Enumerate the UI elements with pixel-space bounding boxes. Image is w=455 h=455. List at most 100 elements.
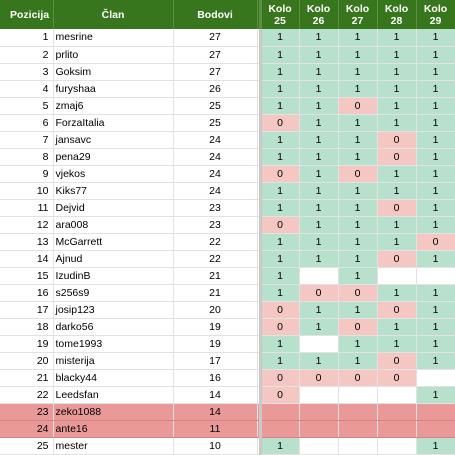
points-cell[interactable]: 21 bbox=[173, 284, 258, 302]
round-result-cell[interactable]: 0 bbox=[338, 165, 378, 183]
round-result-cell[interactable]: 1 bbox=[299, 318, 339, 336]
points-cell[interactable]: 27 bbox=[173, 29, 258, 47]
round-result-cell[interactable]: 0 bbox=[260, 216, 300, 234]
round-result-cell[interactable]: 0 bbox=[338, 284, 378, 302]
position-cell[interactable]: 6 bbox=[0, 114, 54, 132]
round-result-cell[interactable]: 1 bbox=[416, 131, 455, 149]
round-result-cell[interactable]: 1 bbox=[416, 386, 455, 404]
position-cell[interactable]: 16 bbox=[0, 284, 54, 302]
round-result-cell[interactable]: 1 bbox=[299, 216, 339, 234]
round-result-cell[interactable]: 1 bbox=[338, 352, 378, 370]
round-result-cell[interactable]: 0 bbox=[377, 131, 417, 149]
round-result-cell[interactable] bbox=[377, 403, 417, 421]
round-result-cell[interactable]: 1 bbox=[416, 352, 455, 370]
points-cell[interactable]: 27 bbox=[173, 63, 258, 81]
round-result-cell[interactable]: 1 bbox=[377, 284, 417, 302]
round-result-cell[interactable]: 1 bbox=[260, 63, 300, 81]
round-result-cell[interactable]: 1 bbox=[299, 250, 339, 268]
round-result-cell[interactable]: 0 bbox=[260, 114, 300, 132]
points-cell[interactable]: 10 bbox=[173, 437, 258, 455]
round-result-cell[interactable] bbox=[260, 403, 300, 421]
round-result-cell[interactable]: 1 bbox=[260, 97, 300, 115]
member-name-cell[interactable]: misterija bbox=[53, 352, 174, 370]
position-cell[interactable]: 8 bbox=[0, 148, 54, 166]
position-cell[interactable]: 9 bbox=[0, 165, 54, 183]
member-name-cell[interactable]: Dejvid bbox=[53, 199, 174, 217]
position-cell[interactable]: 3 bbox=[0, 63, 54, 81]
position-cell[interactable]: 2 bbox=[0, 46, 54, 64]
points-cell[interactable]: 16 bbox=[173, 369, 258, 387]
round-result-cell[interactable]: 1 bbox=[377, 233, 417, 251]
round-result-cell[interactable]: 1 bbox=[377, 335, 417, 353]
member-name-cell[interactable]: mester bbox=[53, 437, 174, 455]
round-result-cell[interactable]: 1 bbox=[416, 335, 455, 353]
member-name-cell[interactable]: Ajnud bbox=[53, 250, 174, 268]
round-result-cell[interactable]: 0 bbox=[377, 369, 417, 387]
round-result-cell[interactable]: 1 bbox=[338, 267, 378, 285]
member-name-cell[interactable]: zmaj6 bbox=[53, 97, 174, 115]
round-result-cell[interactable] bbox=[299, 386, 339, 404]
round-result-cell[interactable]: 1 bbox=[299, 29, 339, 47]
header-bodovi[interactable]: Bodovi bbox=[173, 0, 258, 29]
round-result-cell[interactable]: 1 bbox=[338, 29, 378, 47]
round-result-cell[interactable]: 1 bbox=[299, 63, 339, 81]
points-cell[interactable]: 19 bbox=[173, 335, 258, 353]
round-result-cell[interactable]: 1 bbox=[338, 148, 378, 166]
member-name-cell[interactable]: furyshaa bbox=[53, 80, 174, 98]
round-result-cell[interactable]: 1 bbox=[260, 335, 300, 353]
round-result-cell[interactable]: 1 bbox=[416, 63, 455, 81]
round-result-cell[interactable]: 0 bbox=[377, 199, 417, 217]
round-result-cell[interactable]: 1 bbox=[416, 437, 455, 455]
header-kolo-29[interactable]: Kolo 29 bbox=[416, 0, 455, 29]
round-result-cell[interactable]: 1 bbox=[299, 301, 339, 319]
header-kolo-26[interactable]: Kolo 26 bbox=[299, 0, 339, 29]
member-name-cell[interactable]: ForzaItalia bbox=[53, 114, 174, 132]
round-result-cell[interactable]: 1 bbox=[416, 114, 455, 132]
round-result-cell[interactable]: 0 bbox=[377, 250, 417, 268]
points-cell[interactable]: 14 bbox=[173, 386, 258, 404]
member-name-cell[interactable]: zeko1088 bbox=[53, 403, 174, 421]
round-result-cell[interactable]: 1 bbox=[416, 148, 455, 166]
round-result-cell[interactable]: 1 bbox=[416, 165, 455, 183]
round-result-cell[interactable]: 1 bbox=[338, 199, 378, 217]
header-pozicija[interactable]: Pozicija bbox=[0, 0, 54, 29]
header-kolo-25[interactable]: Kolo 25 bbox=[260, 0, 300, 29]
round-result-cell[interactable]: 1 bbox=[299, 165, 339, 183]
points-cell[interactable]: 24 bbox=[173, 148, 258, 166]
round-result-cell[interactable]: 1 bbox=[338, 182, 378, 200]
round-result-cell[interactable]: 1 bbox=[260, 250, 300, 268]
position-cell[interactable]: 11 bbox=[0, 199, 54, 217]
round-result-cell[interactable]: 1 bbox=[260, 29, 300, 47]
round-result-cell[interactable]: 1 bbox=[260, 46, 300, 64]
member-name-cell[interactable]: IzudinB bbox=[53, 267, 174, 285]
member-name-cell[interactable]: mesrine bbox=[53, 29, 174, 47]
round-result-cell[interactable]: 0 bbox=[260, 301, 300, 319]
round-result-cell[interactable]: 0 bbox=[260, 369, 300, 387]
round-result-cell[interactable]: 1 bbox=[260, 80, 300, 98]
member-name-cell[interactable]: ante16 bbox=[53, 420, 174, 438]
round-result-cell[interactable]: 1 bbox=[260, 267, 300, 285]
round-result-cell[interactable]: 1 bbox=[338, 63, 378, 81]
points-cell[interactable]: 19 bbox=[173, 318, 258, 336]
round-result-cell[interactable]: 0 bbox=[338, 97, 378, 115]
round-result-cell[interactable] bbox=[299, 420, 339, 438]
position-cell[interactable]: 21 bbox=[0, 369, 54, 387]
points-cell[interactable]: 25 bbox=[173, 97, 258, 115]
round-result-cell[interactable]: 0 bbox=[260, 318, 300, 336]
points-cell[interactable]: 11 bbox=[173, 420, 258, 438]
round-result-cell[interactable] bbox=[377, 386, 417, 404]
header-kolo-27[interactable]: Kolo 27 bbox=[338, 0, 378, 29]
round-result-cell[interactable]: 1 bbox=[338, 216, 378, 234]
round-result-cell[interactable]: 1 bbox=[299, 182, 339, 200]
round-result-cell[interactable]: 1 bbox=[377, 318, 417, 336]
round-result-cell[interactable]: 1 bbox=[377, 165, 417, 183]
position-cell[interactable]: 19 bbox=[0, 335, 54, 353]
round-result-cell[interactable]: 1 bbox=[416, 301, 455, 319]
member-name-cell[interactable]: Leedsfan bbox=[53, 386, 174, 404]
position-cell[interactable]: 1 bbox=[0, 29, 54, 47]
member-name-cell[interactable]: tome1993 bbox=[53, 335, 174, 353]
round-result-cell[interactable] bbox=[299, 403, 339, 421]
round-result-cell[interactable]: 1 bbox=[260, 284, 300, 302]
position-cell[interactable]: 23 bbox=[0, 403, 54, 421]
round-result-cell[interactable]: 1 bbox=[338, 250, 378, 268]
